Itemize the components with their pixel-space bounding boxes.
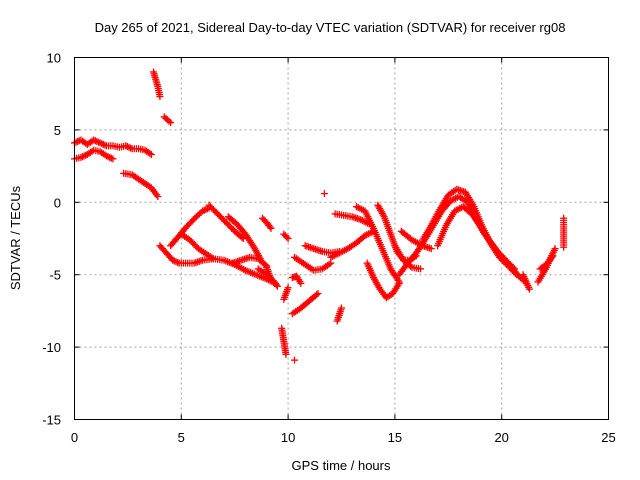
data-point [172, 258, 180, 266]
data-point [99, 140, 107, 148]
data-point [549, 252, 557, 260]
data-point [174, 258, 182, 266]
data-point [146, 149, 154, 157]
plot-frame [74, 57, 609, 420]
data-point [101, 141, 109, 149]
data-point [77, 153, 85, 161]
data-point [104, 153, 112, 161]
data-point [282, 350, 290, 358]
axis-ticks [74, 57, 609, 420]
data-point [200, 206, 208, 214]
data-point [90, 136, 98, 144]
data-point [551, 245, 559, 253]
data-point [208, 254, 216, 262]
data-point [509, 263, 517, 271]
data-point [96, 139, 104, 147]
data-point [284, 284, 292, 292]
data-point [266, 223, 274, 231]
data-point [147, 151, 155, 159]
y-tick-label: -5 [49, 268, 61, 283]
x-axis-label: GPS time / hours [292, 458, 391, 473]
data-point [98, 140, 106, 148]
data-point [109, 155, 117, 163]
data-point [267, 275, 275, 283]
data-point [72, 138, 80, 146]
data-point [267, 224, 275, 232]
y-axis-label: SDTVAR / TECUs [8, 185, 23, 290]
data-point [427, 245, 435, 253]
x-tick-label: 5 [178, 430, 185, 445]
grid [74, 57, 609, 420]
y-tick-label: 5 [54, 123, 61, 138]
data-point [511, 269, 519, 277]
data-point [106, 153, 114, 161]
data-point [417, 265, 425, 273]
data-point [338, 304, 345, 312]
data-point [284, 235, 292, 242]
data-point [165, 117, 173, 125]
data-point [320, 190, 328, 198]
x-tick-label: 20 [494, 430, 508, 445]
data-point [273, 282, 281, 290]
data-point [169, 256, 177, 264]
data-point [395, 279, 403, 287]
y-tick-label: 0 [54, 195, 61, 210]
data-point [548, 253, 556, 261]
data-point [199, 207, 207, 215]
data-point [314, 290, 322, 298]
data-point [513, 271, 521, 279]
data-point [91, 137, 99, 145]
data-point [95, 138, 103, 146]
x-tick-label: 10 [281, 430, 295, 445]
x-tick-label: 0 [71, 430, 78, 445]
data-point [123, 143, 131, 151]
y-tick-label: -10 [42, 340, 61, 355]
data-points [71, 68, 568, 364]
data-point [122, 142, 130, 150]
data-point [125, 143, 133, 151]
y-tick-label: -15 [42, 413, 61, 428]
data-point [525, 285, 533, 293]
data-point [202, 206, 210, 214]
data-point [209, 255, 217, 263]
data-point [103, 152, 111, 160]
y-tick-labels: 10 5 0 -5 -10 -15 [42, 51, 61, 428]
data-point [156, 93, 164, 101]
data-point [560, 243, 568, 251]
y-tick-label: 10 [47, 51, 61, 66]
data-point [313, 291, 321, 299]
x-tick-label: 15 [388, 430, 402, 445]
x-tick-labels: 0 5 10 15 20 25 [71, 430, 616, 445]
chart-title: Day 265 of 2021, Sidereal Day-to-day VTE… [95, 20, 566, 35]
data-point [283, 233, 291, 241]
data-point [79, 153, 87, 161]
data-point [511, 265, 519, 273]
data-point [127, 144, 135, 152]
data-point [80, 152, 88, 160]
data-point [167, 119, 175, 127]
data-point [154, 193, 162, 201]
data-point [272, 281, 280, 289]
data-point [93, 137, 101, 145]
data-point [107, 154, 115, 162]
data-point [170, 257, 178, 265]
x-tick-label: 25 [601, 430, 615, 445]
data-point [291, 356, 299, 364]
data-point [297, 279, 305, 287]
data-point [379, 211, 387, 219]
